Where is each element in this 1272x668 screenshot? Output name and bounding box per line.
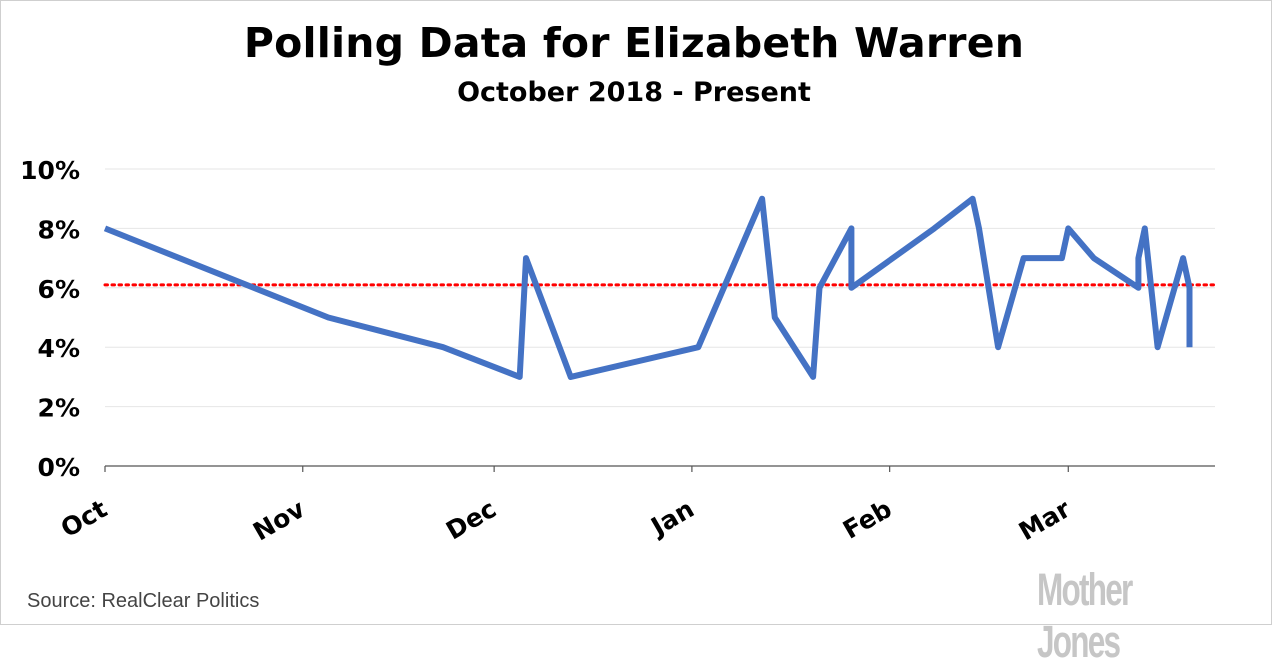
source-note: Source: RealClear Politics: [27, 590, 260, 612]
y-tick-label: 4%: [38, 334, 80, 363]
chart-subtitle: October 2018 - Present: [457, 77, 811, 108]
y-tick-label: 2%: [38, 394, 80, 423]
series-group: [103, 195, 1193, 380]
y-tick-label: 10%: [20, 156, 80, 185]
x-tick-label: Dec: [441, 494, 501, 545]
x-tick-label: Jan: [645, 494, 699, 542]
x-tick-label: Oct: [56, 494, 112, 543]
series-line: [103, 195, 1193, 380]
line-chart: 0% 2% 4% 6% 8% 10% Oct Nov Dec Jan Feb Mar: [20, 156, 1217, 546]
x-tick-label: Feb: [838, 494, 897, 545]
mother-jones-logo: Mother Jones: [1037, 564, 1133, 667]
x-tick-label: Mar: [1014, 494, 1076, 546]
x-tick-label: Nov: [248, 494, 310, 546]
y-tick-label: 0%: [38, 453, 80, 482]
y-tick-label: 6%: [38, 275, 80, 304]
gridlines: [105, 168, 1215, 408]
x-axis-ticks: Oct Nov Dec Jan Feb Mar: [56, 466, 1076, 546]
y-tick-label: 8%: [38, 215, 80, 244]
y-axis-ticks: 0% 2% 4% 6% 8% 10%: [20, 156, 80, 482]
chart-title: Polling Data for Elizabeth Warren: [243, 19, 1025, 67]
